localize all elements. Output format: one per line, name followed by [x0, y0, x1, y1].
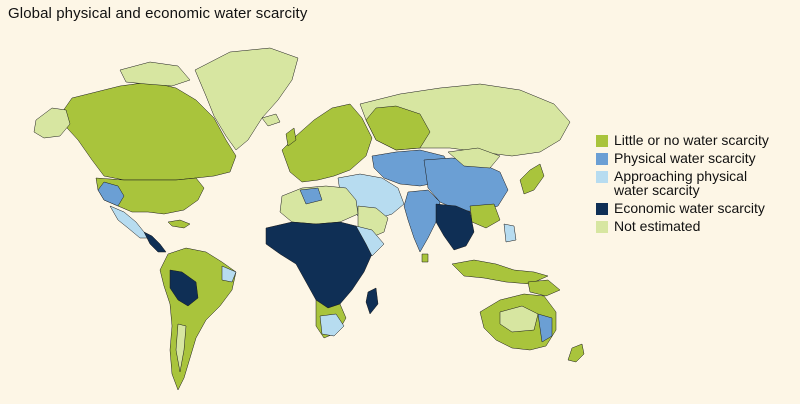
region-iceland: [261, 113, 281, 127]
region-horn-africa: [355, 225, 385, 257]
legend-label: Economic water scarcity: [614, 200, 765, 216]
region-japan: [519, 163, 545, 195]
legend-label: Little or no water scarcity: [614, 132, 769, 148]
legend-label: Approaching physical water scarcity: [614, 168, 748, 198]
region-arctic-islands: [119, 61, 191, 87]
legend-item-approaching: Approaching physical water scarcity: [596, 169, 796, 197]
region-south-africa: [319, 313, 345, 337]
region-philippines: [503, 223, 517, 243]
legend-swatch-economic: [596, 203, 608, 215]
legend-swatch-little: [596, 135, 608, 147]
region-alaska: [33, 107, 71, 139]
region-southeast-asia-economic: [435, 203, 475, 251]
region-indonesia: [451, 259, 549, 285]
region-andes-economic: [169, 269, 199, 307]
region-australia-east: [537, 313, 553, 343]
region-russia-west: [365, 105, 431, 151]
region-chile-argentina: [175, 323, 187, 373]
map-legend: Little or no water scarcity Physical wat…: [596, 133, 796, 237]
region-mongolia: [447, 147, 501, 169]
legend-item-little: Little or no water scarcity: [596, 133, 796, 147]
region-new-zealand: [567, 343, 585, 363]
legend-label: Physical water scarcity: [614, 150, 756, 166]
region-new-guinea: [527, 279, 561, 297]
region-europe: [281, 103, 373, 183]
region-sri-lanka: [421, 253, 429, 263]
region-madagascar: [365, 287, 379, 315]
region-sub-saharan-africa: [265, 221, 373, 309]
region-central-america: [143, 231, 167, 253]
region-north-africa-physical: [299, 187, 323, 205]
region-usa-southwest: [97, 181, 125, 207]
region-india: [403, 189, 441, 253]
region-china-south: [469, 203, 501, 229]
legend-swatch-not-estimated: [596, 221, 608, 233]
legend-label: Not estimated: [614, 218, 701, 234]
region-canada: [57, 81, 237, 181]
region-australia-interior: [499, 305, 539, 333]
region-north-africa: [279, 185, 359, 225]
legend-item-not-estimated: Not estimated: [596, 219, 796, 233]
legend-item-physical: Physical water scarcity: [596, 151, 796, 165]
legend-item-economic: Economic water scarcity: [596, 201, 796, 215]
legend-swatch-approaching: [596, 171, 608, 183]
legend-swatch-physical: [596, 153, 608, 165]
map-title: Global physical and economic water scarc…: [8, 5, 308, 22]
region-caribbean: [167, 219, 191, 229]
world-map: [33, 47, 585, 391]
region-uk: [285, 127, 297, 147]
region-brazil-east: [221, 265, 237, 283]
